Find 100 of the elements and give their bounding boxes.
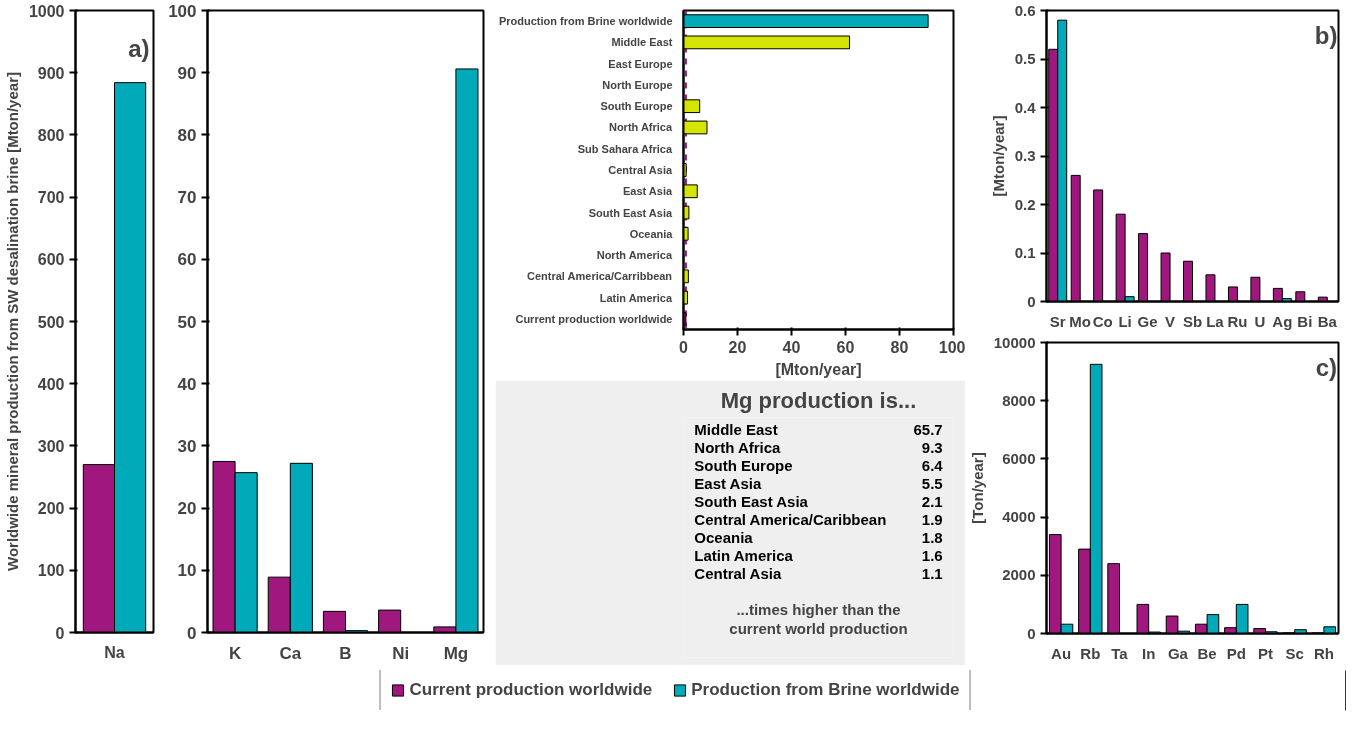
- y-tick-label: 40: [177, 374, 197, 394]
- data-label: 1.1: [921, 564, 943, 582]
- y-axis-title: Worldwide mineral production from SW desalination brine [Mton/year]: [3, 72, 21, 571]
- x-tick-label: U: [1254, 312, 1266, 330]
- y-tick-label: 4000: [1002, 508, 1036, 526]
- y-tick-label: Middle East: [611, 36, 673, 49]
- category-label: North Africa: [694, 439, 782, 456]
- x-tick-label: Ru: [1227, 312, 1248, 330]
- y-tick-label: 0.1: [1014, 244, 1036, 261]
- y-tick-label: 60: [177, 250, 197, 270]
- y-tick-label: Production from Brine worldwide: [498, 15, 673, 28]
- data-label: 1.9: [921, 510, 943, 528]
- x-tick-label: Na: [104, 643, 125, 661]
- annotation: a): [128, 35, 150, 63]
- text: current world production: [729, 620, 908, 638]
- legend-label: Production from Brine worldwide: [691, 680, 960, 700]
- y-tick-label: 700: [37, 189, 65, 207]
- y-tick-label: 50: [177, 312, 197, 332]
- x-tick-label: Mg: [443, 643, 469, 663]
- y-tick-label: South Europe: [600, 100, 673, 113]
- y-tick-label: 200: [37, 500, 65, 518]
- y-tick-label: East Europe: [608, 57, 673, 70]
- x-tick-label: Ge: [1137, 312, 1158, 330]
- data-label: 6.4: [921, 456, 944, 474]
- text: Mg production is...: [720, 387, 917, 413]
- y-tick-label: 300: [37, 437, 65, 455]
- y-tick-label: 0.6: [1014, 1, 1036, 19]
- y-tick-label: 6000: [1002, 449, 1036, 467]
- x-tick-label: Sc: [1285, 644, 1304, 662]
- y-tick-label: 0: [187, 623, 197, 643]
- data-label: 1.8: [921, 528, 943, 546]
- y-tick-label: Sub Sahara Africa: [577, 142, 673, 155]
- data-label: 9.3: [921, 438, 943, 456]
- data-label: 1.6: [921, 546, 943, 564]
- category-label: South East Asia: [694, 493, 809, 510]
- x-tick-label: Ba: [1317, 312, 1338, 330]
- x-tick-label: B: [339, 643, 352, 663]
- y-tick-label: 100: [168, 1, 197, 21]
- y-tick-label: 800: [37, 126, 65, 144]
- y-tick-label: 600: [37, 251, 65, 269]
- y-tick-label: Central America/Carribbean: [527, 270, 673, 283]
- legend-label: Current production worldwide: [409, 680, 653, 700]
- x-tick-label: Co: [1092, 312, 1113, 330]
- annotation: c): [1315, 354, 1338, 382]
- y-tick-label: 500: [37, 313, 65, 331]
- annotation: b): [1314, 22, 1338, 50]
- y-tick-label: 100: [37, 562, 65, 580]
- y-tick-label: 0.4: [1014, 98, 1037, 116]
- data-label: 5.5: [921, 474, 943, 492]
- y-tick-label: 8000: [1002, 391, 1036, 409]
- y-tick-label: East Asia: [622, 185, 673, 198]
- y-tick-label: Oceania: [629, 227, 674, 240]
- x-tick-label: Au: [1051, 644, 1072, 662]
- category-label: Oceania: [694, 529, 754, 546]
- x-tick-label: V: [1165, 312, 1176, 330]
- y-tick-label: 80: [177, 125, 197, 145]
- y-tick-label: 0.2: [1014, 195, 1036, 213]
- y-tick-label: 0: [1027, 292, 1036, 310]
- y-tick-label: 0: [1027, 624, 1036, 642]
- data-label: 2.1: [921, 492, 943, 510]
- y-tick-label: 30: [177, 436, 197, 456]
- y-tick-label: 10: [177, 561, 197, 581]
- x-tick-label: 0: [679, 338, 689, 356]
- x-tick-label: Be: [1197, 644, 1217, 662]
- y-tick-label: Central Asia: [608, 164, 673, 176]
- x-tick-label: Li: [1118, 312, 1132, 330]
- y-tick-label: 400: [37, 375, 65, 393]
- x-tick-label: Pd: [1226, 644, 1246, 662]
- y-tick-label: 1000: [28, 2, 65, 20]
- x-tick-label: Rh: [1313, 644, 1334, 662]
- y-tick-label: Latin America: [599, 291, 673, 304]
- category-label: Middle East: [694, 421, 778, 438]
- x-tick-label: 100: [938, 338, 966, 356]
- y-tick-label: North Europe: [602, 78, 673, 91]
- category-label: Central Asia: [694, 565, 782, 582]
- x-tick-label: Ca: [279, 643, 302, 663]
- y-tick-label: 20: [177, 499, 197, 519]
- y-tick-label: South East Asia: [588, 206, 673, 219]
- y-tick-label: 900: [37, 64, 65, 82]
- y-axis-title: [Mton/year]: [989, 115, 1007, 197]
- x-tick-label: Ag: [1272, 312, 1293, 330]
- y-tick-label: 2000: [1002, 566, 1036, 584]
- x-tick-label: Ta: [1111, 644, 1129, 662]
- x-tick-label: In: [1142, 644, 1156, 662]
- x-tick-label: 20: [728, 338, 747, 356]
- x-tick-label: 80: [890, 338, 909, 356]
- x-tick-label: Pt: [1258, 644, 1273, 662]
- y-tick-label: Current production worldwide: [515, 312, 673, 325]
- x-tick-label: 40: [782, 338, 801, 356]
- y-tick-label: 0.3: [1014, 147, 1036, 164]
- y-tick-label: North Africa: [608, 121, 673, 134]
- y-tick-label: 70: [177, 188, 197, 208]
- category-label: East Asia: [694, 475, 762, 492]
- x-tick-label: Mo: [1069, 312, 1092, 330]
- data-label: 65.7: [913, 420, 943, 438]
- x-tick-label: Sr: [1049, 312, 1066, 330]
- y-tick-label: 0.5: [1014, 50, 1036, 67]
- category-label: South Europe: [694, 457, 793, 474]
- y-tick-label: 0: [55, 624, 65, 642]
- x-tick-label: K: [228, 643, 242, 663]
